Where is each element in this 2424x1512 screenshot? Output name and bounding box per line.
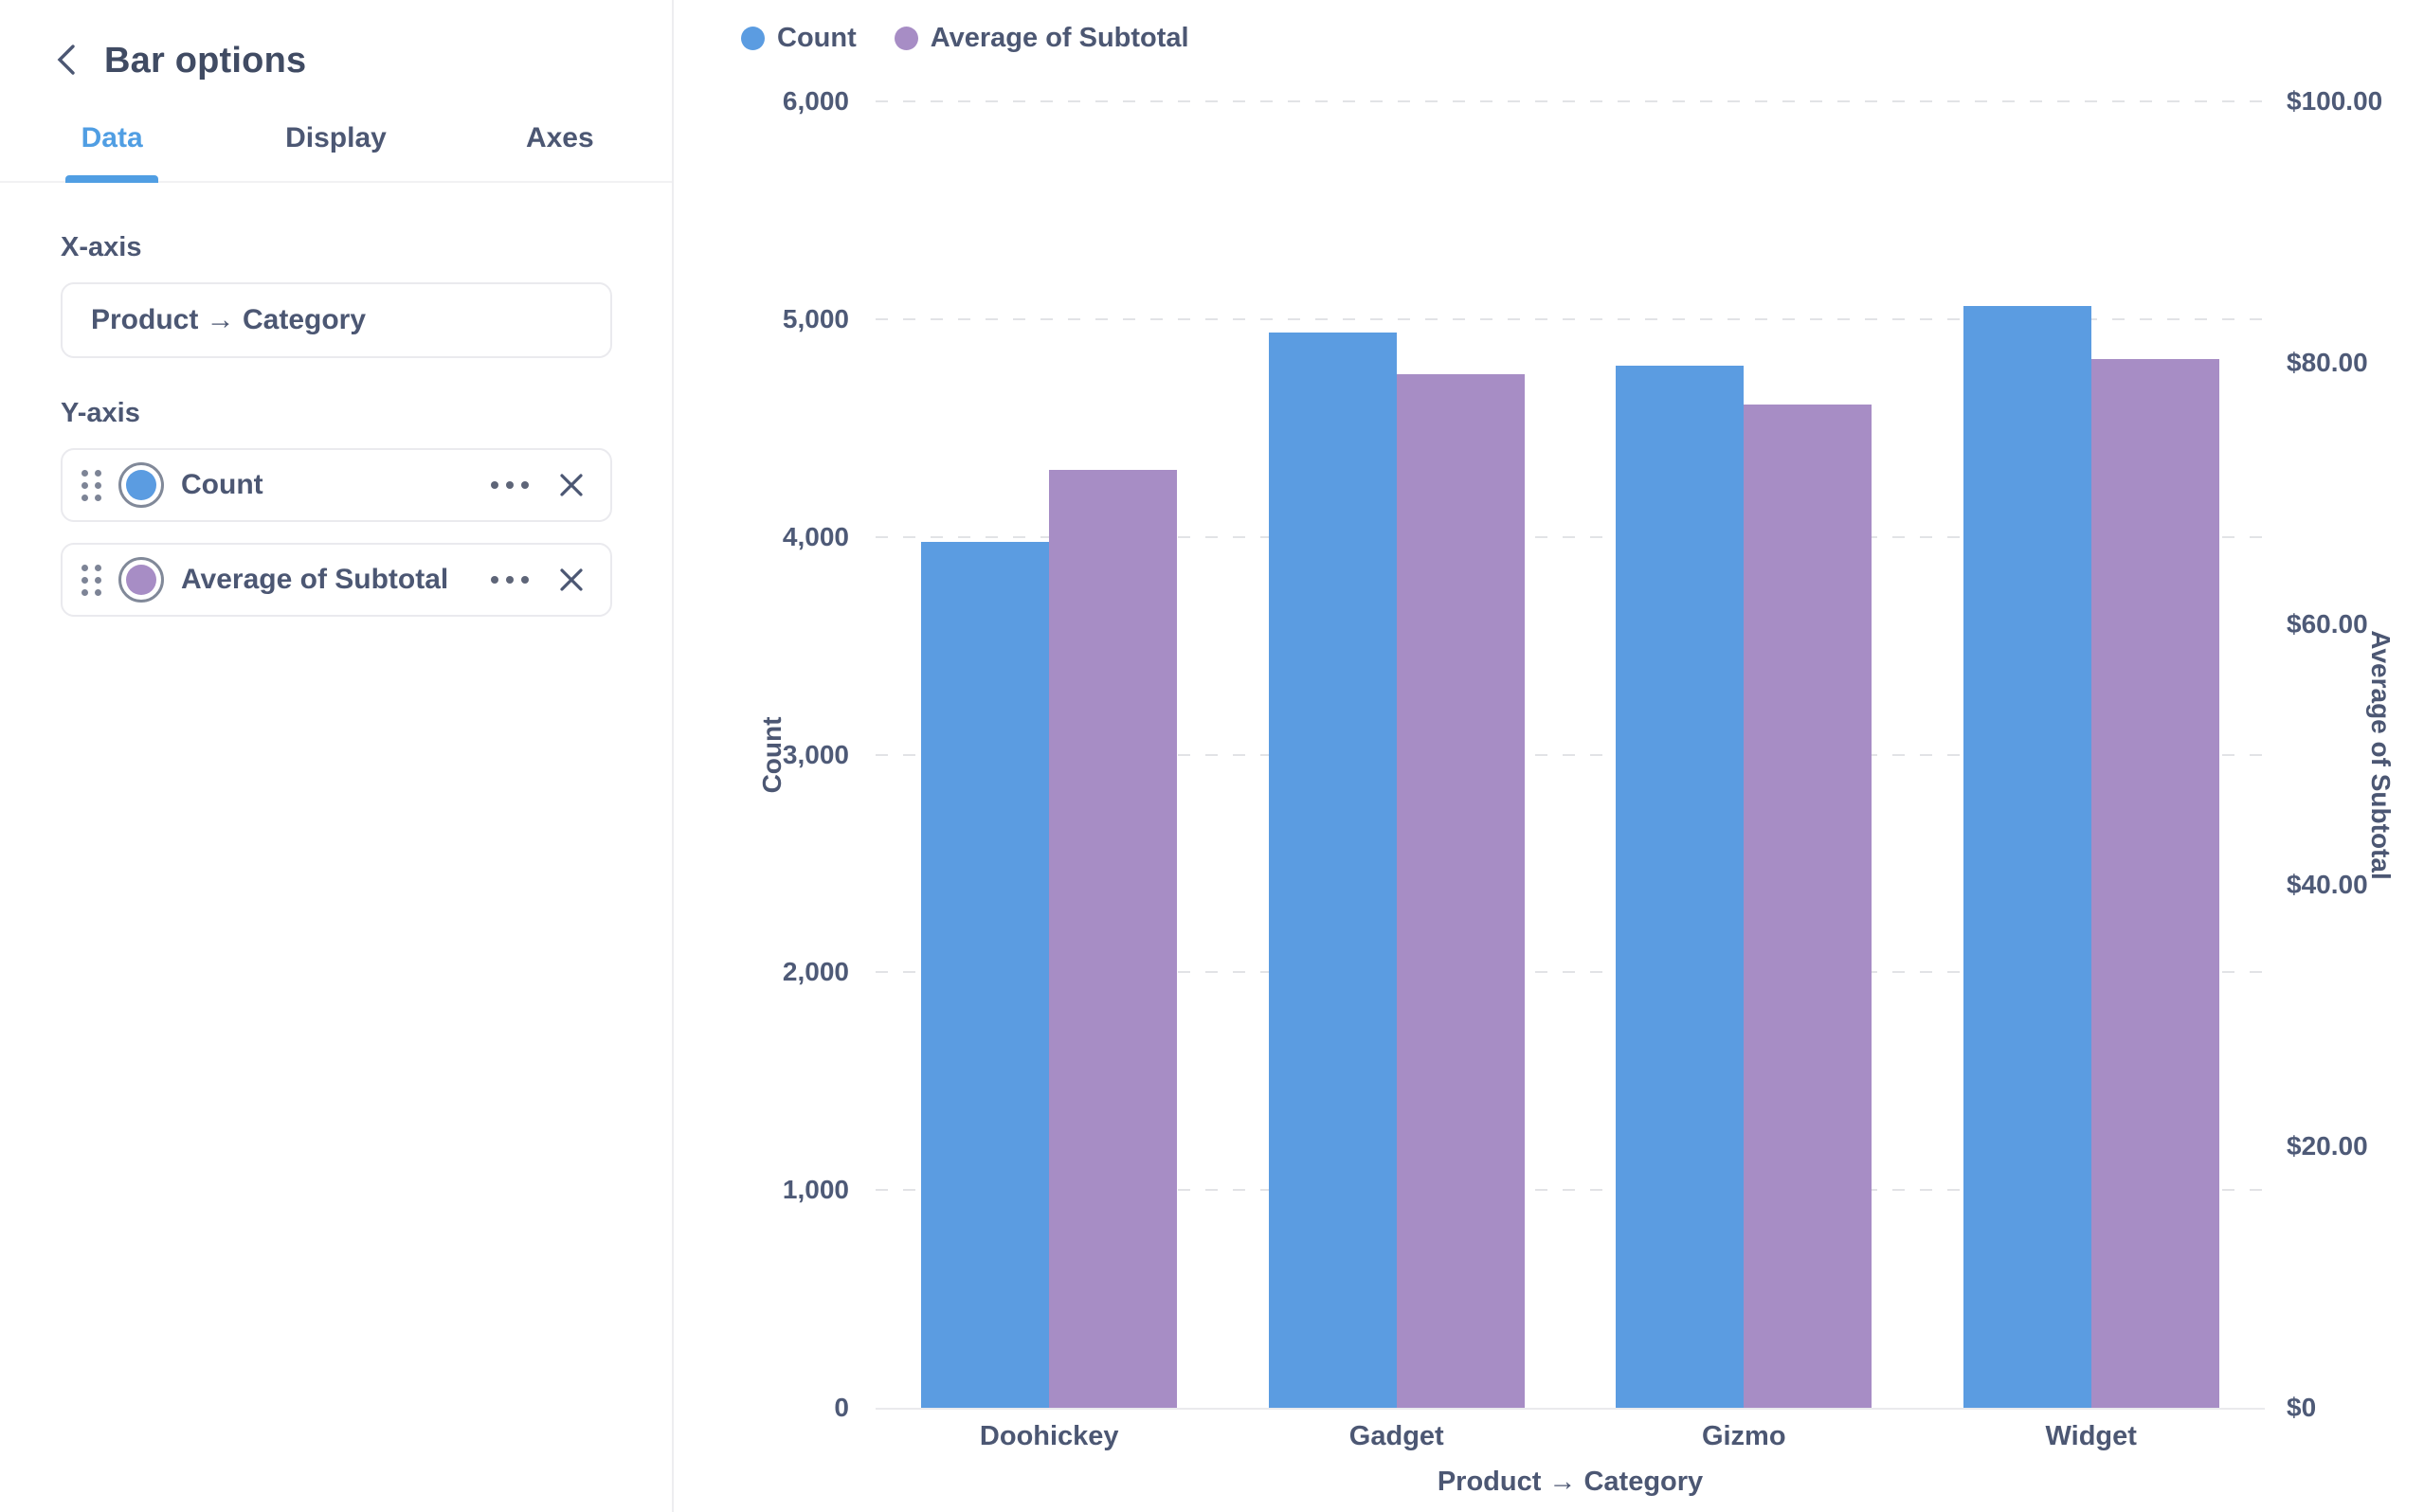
x-axis-section-label: X-axis xyxy=(61,232,142,262)
tab-axes[interactable]: Axes xyxy=(448,122,672,181)
x-axis-field[interactable]: Product → Category xyxy=(61,282,612,358)
remove-series-icon[interactable] xyxy=(557,471,586,499)
right-y-axis-title: Average of Subtotal xyxy=(2366,629,2396,880)
bar-widget-avg-subtotal[interactable] xyxy=(2090,358,2219,1408)
gridline xyxy=(876,535,2265,538)
x-axis-line xyxy=(876,1408,2265,1410)
x-tick-label: Widget xyxy=(2045,1421,2137,1451)
x-tick-label: Gadget xyxy=(1348,1421,1444,1451)
bar-chart: Count Average of Subtotal 0 1,000 2,000 3,00… xyxy=(674,0,2424,1512)
back-button[interactable] xyxy=(49,38,83,84)
legend-item[interactable]: Count xyxy=(741,23,857,54)
series-color-swatch-count[interactable] xyxy=(118,462,164,508)
drag-handle-icon[interactable] xyxy=(81,469,101,501)
tab-data[interactable]: Data xyxy=(0,122,224,181)
legend-dot-icon xyxy=(741,27,765,50)
y-axis-series-count[interactable]: Count xyxy=(61,448,612,522)
series-options-icon[interactable] xyxy=(491,481,529,489)
series-options-icon[interactable] xyxy=(491,576,529,584)
tab-display[interactable]: Display xyxy=(224,122,447,181)
left-y-tick-label: 4,000 xyxy=(782,521,849,551)
sidebar-content: X-axis Product → Category Y-axis Count A… xyxy=(0,232,672,617)
x-tick-label: Doohickey xyxy=(979,1421,1119,1451)
gridline xyxy=(876,971,2265,974)
chevron-left-icon xyxy=(53,42,80,81)
bar-gizmo-count[interactable] xyxy=(1616,366,1745,1408)
page-title: Bar options xyxy=(104,41,307,81)
x-tick-label: Gizmo xyxy=(1701,1421,1786,1451)
remove-series-icon[interactable] xyxy=(557,566,586,594)
y-axis-section-label: Y-axis xyxy=(61,398,140,428)
left-y-tick-label: 3,000 xyxy=(782,739,849,769)
settings-tabs: Data Display Axes xyxy=(0,122,672,183)
legend-label: Average of Subtotal xyxy=(930,23,1189,53)
legend-dot-icon xyxy=(894,27,918,50)
right-y-tick-label: $100.00 xyxy=(2287,86,2383,116)
right-y-tick-label: $80.00 xyxy=(2287,347,2368,377)
left-y-tick-label: 5,000 xyxy=(782,303,849,333)
left-y-axis-title: Count xyxy=(757,716,787,793)
right-y-tick-label: $0 xyxy=(2287,1393,2317,1422)
left-y-tick-label: 2,000 xyxy=(782,957,849,987)
left-y-tick-label: 6,000 xyxy=(782,86,849,116)
gridline xyxy=(876,753,2265,756)
gridline xyxy=(876,1189,2265,1192)
bar-gadget-count[interactable] xyxy=(1268,332,1397,1408)
sidebar-header: Bar options xyxy=(0,0,672,84)
gridline xyxy=(876,100,2265,102)
right-y-tick-label: $20.00 xyxy=(2287,1131,2368,1161)
x-axis-field-label: Product → Category xyxy=(91,304,367,335)
bar-gizmo-avg-subtotal[interactable] xyxy=(1744,404,1872,1408)
gridline xyxy=(876,317,2265,320)
series-label: Average of Subtotal xyxy=(181,564,449,595)
series-label: Count xyxy=(181,469,263,500)
tab-axes-label: Axes xyxy=(525,122,594,153)
bar-gadget-avg-subtotal[interactable] xyxy=(1396,374,1525,1408)
left-y-tick-label: 0 xyxy=(834,1393,849,1422)
right-y-tick-label: $40.00 xyxy=(2287,870,2368,900)
legend-label: Count xyxy=(777,23,857,53)
legend-item[interactable]: Average of Subtotal xyxy=(894,23,1189,54)
y-axis-series-avg-subtotal[interactable]: Average of Subtotal xyxy=(61,543,612,617)
bar-doohickey-avg-subtotal[interactable] xyxy=(1049,469,1178,1408)
chart-settings-sidebar: Bar options Data Display Axes X-axis Pro… xyxy=(0,0,674,1512)
left-y-tick-label: 1,000 xyxy=(782,1175,849,1205)
bar-doohickey-count[interactable] xyxy=(921,542,1050,1408)
right-y-tick-label: $60.00 xyxy=(2287,608,2368,639)
tab-display-label: Display xyxy=(285,122,387,153)
bar-widget-count[interactable] xyxy=(1963,305,2091,1408)
drag-handle-icon[interactable] xyxy=(81,564,101,596)
tab-data-label: Data xyxy=(81,122,143,153)
series-color-swatch-avg-subtotal[interactable] xyxy=(118,557,164,603)
chart-legend: Count Average of Subtotal xyxy=(741,23,1189,54)
x-axis-title: Product → Category xyxy=(1437,1467,1704,1497)
